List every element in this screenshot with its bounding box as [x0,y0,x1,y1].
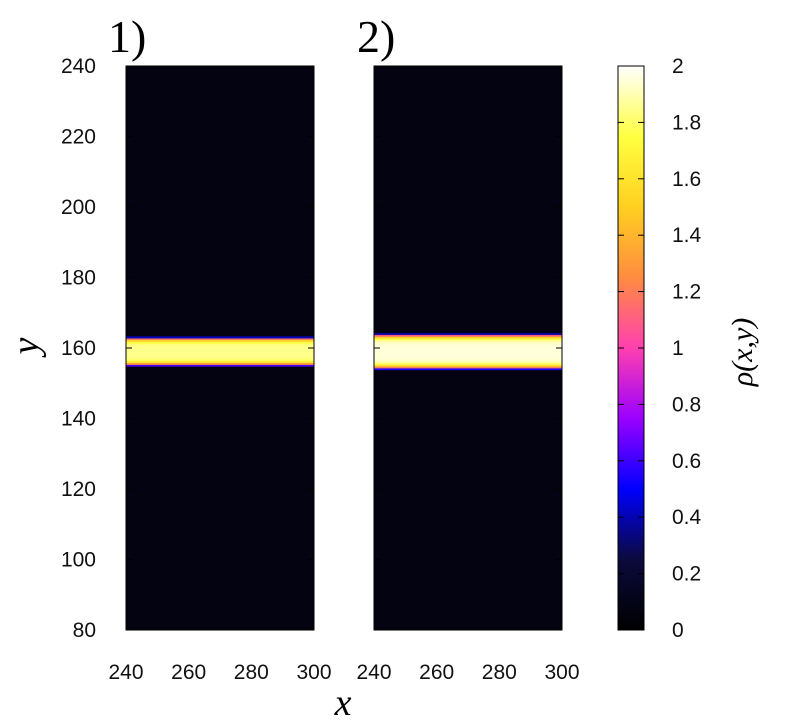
panel-1-x-tick-label: 260 [171,661,206,684]
panel-1-band-strip [126,359,314,362]
panel-1-band-strip [126,336,314,339]
panel-1-plot-area [125,65,315,631]
colorbar-tick-label: 1.2 [672,281,701,304]
panel-1-band-strip [126,352,314,355]
panel-2-x-tick-label: 300 [544,661,579,684]
panel-2-band-strip [374,338,562,341]
panel-2-band-strip [374,343,562,346]
panel-2-band-strip [374,339,562,342]
panel-2-band-strip [374,364,562,367]
colorbar-tick-label: 0.6 [672,450,701,473]
panel-2-plot-area [373,65,563,631]
panel-2-band-strip [374,350,562,353]
colorbar-ticks: 0 0.2 0.4 0.6 0.8 1 1.2 1.4 1.6 1.8 2 [618,55,702,642]
panel-1-band-strip [126,345,314,348]
panel-2-band-strip [374,362,562,365]
panel-2-x-ticks: 240 260 280 300 [356,661,579,684]
panel-2: 2) 240 260 280 300 [356,11,579,684]
panel-2-band-strip [374,346,562,349]
x-axis-label: x [334,682,352,724]
colorbar-tick-label: 0 [672,619,684,642]
panel-1-band-strip [126,355,314,358]
panel-2-x-tick-label: 260 [419,661,454,684]
panel-1-band-strip [126,348,314,351]
panel-2-band-strip [374,368,562,371]
y-tick-label: 80 [73,619,96,642]
y-tick-label: 160 [61,337,96,360]
colorbar-tick-label: 0.4 [672,506,702,529]
panel-2-band-strip [374,336,562,339]
colorbar-tick-label: 0.8 [672,393,701,416]
colorbar-label: ρ(x,y) [726,318,759,388]
panel-2-band-strip [374,352,562,355]
panel-1-x-tick-label: 280 [234,661,269,684]
panel-2-band-strip [374,332,562,335]
panel-1-band-strip [126,338,314,341]
panel-2-label: 2) [357,11,395,62]
y-axis-label: y [5,337,47,358]
panel-1-band-strip [126,353,314,357]
panel-2-band-strip [374,355,562,358]
panel-1-band-strip [126,346,314,349]
panel-2-x-tick-label: 280 [482,661,517,684]
y-tick-label: 120 [61,478,96,501]
panel-1-band-strip [126,357,314,360]
y-tick-label: 100 [61,549,96,572]
y-tick-label: 240 [61,55,96,78]
y-tick-label: 200 [61,196,96,219]
y-axis-ticks: 80 100 120 140 160 180 200 220 240 [61,55,96,642]
colorbar: 0 0.2 0.4 0.6 0.8 1 1.2 1.4 1.6 1.8 2 ρ(x,y) [617,55,759,642]
panel-2-band-strip [374,361,562,364]
panel-1: 1) 240 260 280 300 [108,11,332,684]
colorbar-tick-label: 1.4 [672,224,702,247]
panel-1-band-strip [126,361,314,364]
panel-1-x-tick-label: 240 [108,661,143,684]
colorbar-tick-label: 0.2 [672,563,701,586]
panel-2-band-strip [374,341,562,344]
panel-2-band-strip [374,334,562,337]
panel-2-band-strip [374,357,562,360]
panel-1-band-strip [126,341,314,344]
panel-2-band-strip [374,353,562,357]
panel-2-band-strip [374,348,562,351]
colorbar-tick-label: 1.6 [672,168,701,191]
panel-2-band-strip [374,345,562,348]
panel-1-band-strip [126,362,314,365]
colorbar-tick-label: 2 [672,55,684,78]
panel-1-band-strip [126,364,314,367]
panel-1-band-strip [126,343,314,346]
panel-1-label: 1) [108,11,146,62]
y-tick-label: 220 [61,126,96,149]
panel-1-band-strip [126,339,314,342]
y-tick-label: 140 [61,408,96,431]
panel-2-band-strip [374,359,562,362]
panel-2-x-tick-label: 240 [356,661,391,684]
y-tick-label: 180 [61,267,96,290]
panel-2-band-strip [374,366,562,369]
panel-1-x-tick-label: 300 [296,661,331,684]
colorbar-tick-label: 1 [672,337,684,360]
panel-1-band-strip [126,350,314,353]
panel-1-x-ticks: 240 260 280 300 [108,661,331,684]
colorbar-tick-label: 1.8 [672,111,701,134]
